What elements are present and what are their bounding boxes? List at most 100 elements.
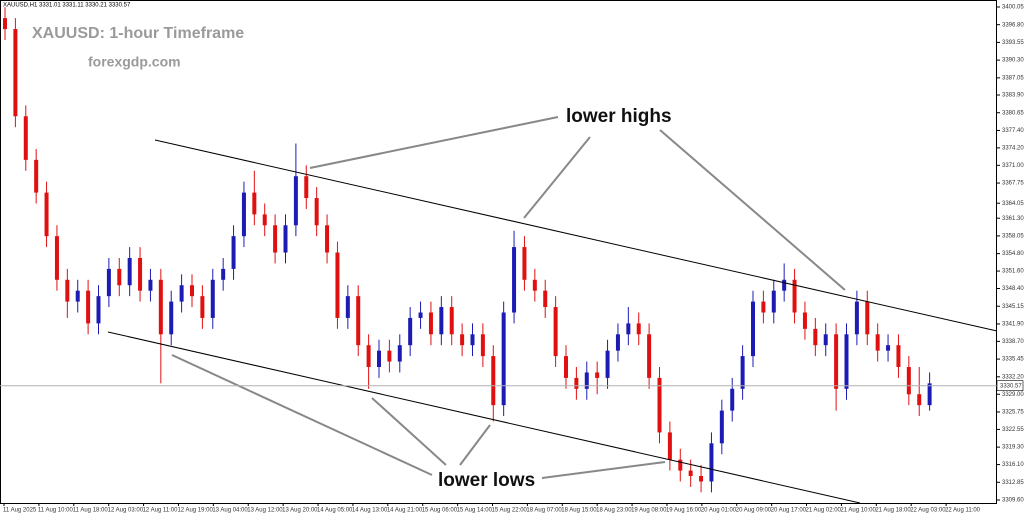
y-tick-label: 3322.55 [1002,427,1024,433]
y-tick-label: 3325.75 [1002,410,1024,416]
candle-body [34,159,39,193]
x-tick-label: 21 Aug 02:00 [806,508,842,514]
candle-body [13,29,18,117]
candle-body [460,334,465,346]
candle-body [699,476,704,482]
candle-body [397,345,402,362]
x-tick-label: 11 Aug 18:00 [73,508,109,514]
candle-body [886,345,891,351]
candle-body [418,312,423,318]
y-tick-label: 3396.80 [1002,22,1024,28]
x-tick-label: 14 Aug 05:00 [317,508,353,514]
candle-body [917,394,922,406]
arrow [171,354,433,476]
candle-body [252,192,257,215]
candle-body [823,334,828,346]
y-tick-label: 3319.30 [1002,445,1024,451]
y-tick-label: 3345.15 [1002,304,1024,310]
candle-body [127,257,132,286]
candle-body [449,307,454,335]
y-tick-label: 3335.45 [1002,357,1024,363]
y-tick-label: 3338.70 [1002,339,1024,345]
current-price-box [996,380,1024,391]
y-tick-label: 3377.40 [1002,128,1024,134]
candle-body [179,285,184,302]
y-tick-label: 3367.75 [1002,181,1024,187]
candle-body [574,377,579,389]
lower-trend-line [107,331,861,504]
plot-frame [0,0,997,504]
candle-body [595,372,600,378]
candle-body [408,317,413,346]
candle-body [906,367,911,395]
candle-body [584,372,589,389]
candle-body [304,176,309,199]
x-tick-label: 21 Aug 10:00 [840,508,876,514]
candle-body [428,312,433,335]
arrow [459,424,491,466]
candle-body [314,198,319,226]
candle-body [221,268,226,280]
x-tick-label: 19 Aug 08:00 [631,508,667,514]
y-tick-label: 3309.60 [1002,498,1024,504]
candle-body [771,290,776,313]
x-tick-label: 12 Aug 03:00 [108,508,144,514]
y-tick-label: 3312.85 [1002,480,1024,486]
x-tick-label: 14 Aug 21:00 [387,508,423,514]
candle-body [75,290,80,302]
candle-body [23,116,28,160]
candle-body [262,214,267,226]
candle-body [667,432,672,460]
arrow [541,461,666,479]
candle-body [65,279,70,302]
y-tick-label: 3358.05 [1002,233,1024,239]
candle-body [439,307,444,335]
candle-body [564,356,568,378]
candle-body [875,334,880,351]
x-tick-label: 13 Aug 20:00 [282,508,318,514]
current-price-label: 3330.57 [1000,383,1022,389]
candle-body [688,470,693,477]
candle-body [366,345,371,368]
candle-body [751,301,755,357]
candle-body [927,383,932,406]
candle-body [647,334,652,378]
candle-body [106,268,111,297]
candle-body [657,377,662,433]
candle-body [761,301,766,313]
candle-body [532,279,537,291]
x-tick-label: 20 Aug 01:00 [701,508,737,514]
candle-body [605,350,610,378]
candle-body [782,279,787,291]
candle-body [44,192,49,237]
x-tick-label: 15 Aug 14:00 [457,508,493,514]
candle-body [283,225,288,253]
y-tick-label: 3316.10 [1002,462,1024,468]
x-tick-label: 11 Aug 2025 [3,508,37,514]
candle-body [512,247,517,313]
candle-body [615,334,620,351]
candle-body [813,328,818,346]
candle-body [138,257,143,291]
x-tick-label: 20 Aug 17:00 [771,508,807,514]
candle-body [377,350,381,368]
candle-body [501,312,506,406]
candle-body [678,459,683,471]
candle-body [273,225,278,253]
y-tick-label: 3400.05 [1002,5,1024,11]
y-tick-label: 3364.05 [1002,201,1024,207]
candle-body [834,334,839,389]
candle-body [325,225,330,253]
x-tick-label: 22 Aug 03:00 [910,508,946,514]
y-tick-label: 3351.60 [1002,269,1024,275]
x-tick-label: 13 Aug 12:00 [247,508,283,514]
candle-body [3,18,7,30]
x-tick-label: 22 Aug 11:00 [945,508,981,514]
candle-body [792,279,797,313]
candle-body [241,192,246,237]
chart-subtitle: forexgdp.com [88,54,181,70]
candle-body [356,296,361,346]
candle-body [802,312,807,329]
candle-body [719,410,724,444]
